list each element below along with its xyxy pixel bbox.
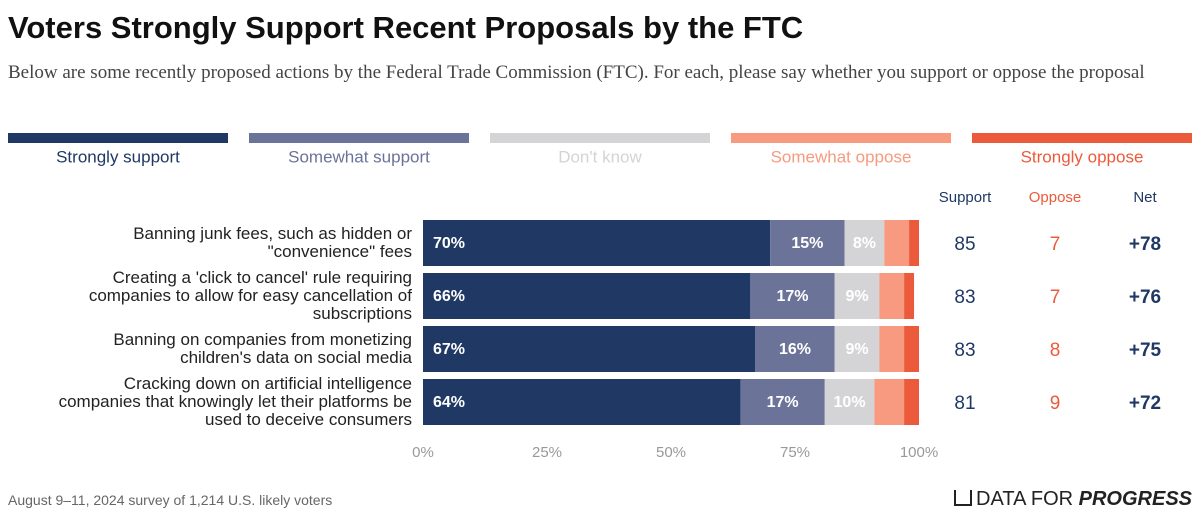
data-label: 66%	[433, 288, 465, 305]
column-value: 83	[954, 340, 975, 361]
legend-label: Strongly oppose	[1021, 147, 1144, 166]
bar-segment	[904, 326, 919, 372]
bar-segment	[844, 220, 885, 266]
legend-swatch	[972, 133, 1192, 143]
category-label: Creating a 'click to cancel' rule requir…	[88, 268, 412, 323]
legend-label: Strongly support	[56, 147, 180, 166]
data-label: 70%	[433, 235, 465, 252]
category-label: Banning on companies from monetizing chi…	[113, 330, 412, 367]
column-value: +72	[1129, 393, 1161, 414]
data-label: 9%	[845, 341, 868, 358]
category-label: Banning junk fees, such as hidden or "co…	[133, 224, 412, 261]
bar-segment	[904, 379, 919, 425]
bar-segment	[740, 379, 825, 425]
bar-segment	[770, 220, 845, 266]
data-label: 64%	[433, 394, 465, 411]
data-label: 17%	[777, 288, 809, 305]
data-label: 15%	[791, 235, 823, 252]
bar-segment	[834, 326, 880, 372]
logo-icon	[954, 490, 973, 506]
legend-swatch	[490, 133, 710, 143]
bar-segment	[874, 379, 905, 425]
x-tick-label: 0%	[412, 444, 434, 461]
data-label: 16%	[779, 341, 811, 358]
column-value: +75	[1129, 340, 1162, 361]
legend-label: Don't know	[558, 147, 642, 166]
bar-segment	[423, 220, 771, 266]
bar-segment	[755, 326, 835, 372]
logo-text: DATA FOR	[976, 488, 1074, 510]
category-label: Cracking down on artificial intelligence…	[58, 374, 412, 429]
data-label: 17%	[767, 394, 799, 411]
bar-segment	[904, 273, 915, 319]
bar-segment	[879, 273, 905, 319]
bar-segment	[879, 326, 905, 372]
logo-text: PROGRESS	[1078, 488, 1192, 510]
column-value: 9	[1050, 393, 1061, 414]
data-label: 10%	[834, 394, 866, 411]
column-header: Oppose	[1029, 189, 1082, 206]
data-label: 8%	[853, 235, 876, 252]
legend-swatch	[249, 133, 469, 143]
column-value: +78	[1129, 234, 1161, 255]
x-tick-label: 50%	[656, 444, 686, 461]
column-value: 7	[1050, 234, 1061, 255]
column-value: 83	[954, 287, 975, 308]
column-header: Support	[939, 189, 992, 206]
x-tick-label: 100%	[900, 444, 938, 461]
column-value: 81	[954, 393, 975, 414]
legend-label: Somewhat oppose	[771, 147, 912, 166]
bar-segment	[423, 273, 751, 319]
x-tick-label: 25%	[532, 444, 562, 461]
legend-label: Somewhat support	[288, 147, 430, 166]
chart-subtitle: Below are some recently proposed actions…	[8, 62, 1145, 83]
bar-segment	[423, 379, 741, 425]
data-label: 67%	[433, 341, 465, 358]
bar-segment	[909, 220, 919, 266]
column-header: Net	[1133, 189, 1157, 206]
bar-segment	[884, 220, 910, 266]
bar-segment	[824, 379, 875, 425]
x-tick-label: 75%	[780, 444, 810, 461]
column-value: 85	[954, 234, 975, 255]
legend-swatch	[731, 133, 951, 143]
bar-segment	[834, 273, 880, 319]
data-label: 9%	[845, 288, 868, 305]
legend-swatch	[8, 133, 228, 143]
column-value: 7	[1050, 287, 1061, 308]
chart-title: Voters Strongly Support Recent Proposals…	[8, 10, 804, 45]
source-note: August 9–11, 2024 survey of 1,214 U.S. l…	[8, 492, 333, 508]
bar-segment	[750, 273, 835, 319]
logo: DATA FOR PROGRESS	[954, 488, 1192, 511]
column-value: +76	[1129, 287, 1161, 308]
bar-segment	[423, 326, 756, 372]
column-value: 8	[1050, 340, 1061, 361]
